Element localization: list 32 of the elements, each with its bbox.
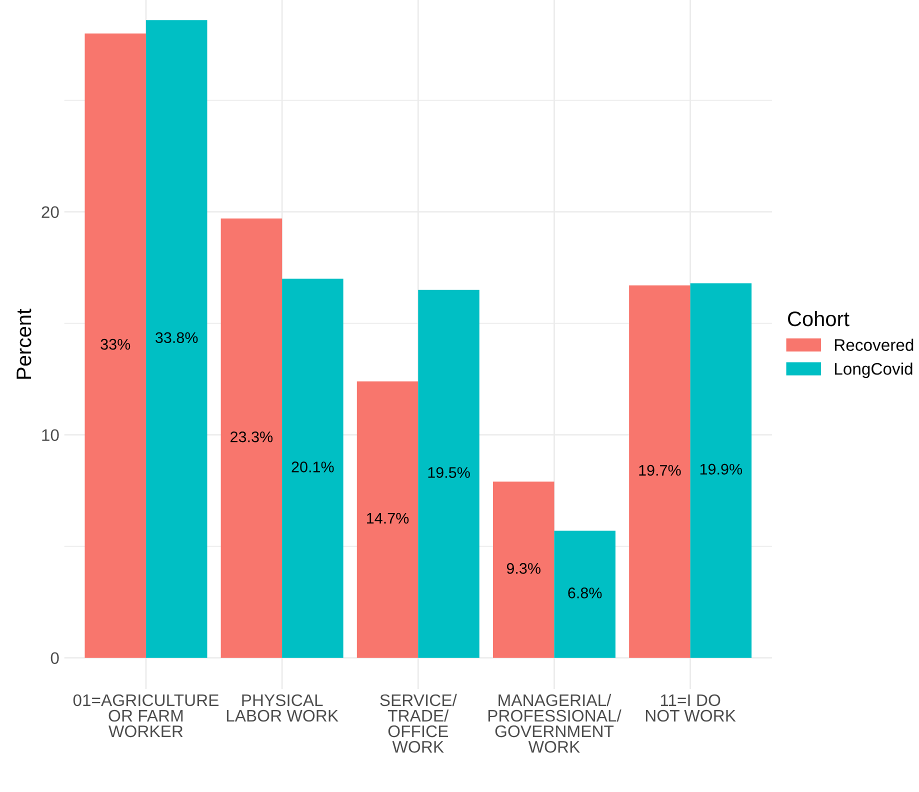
annotation: 19.9% bbox=[700, 464, 742, 475]
annotation: 14.7% bbox=[367, 512, 409, 524]
annotation: 23.3% bbox=[230, 431, 273, 442]
annotation: 6.8% bbox=[568, 588, 602, 598]
annotation: 20.1% bbox=[292, 462, 334, 472]
annotation: 19.5% bbox=[428, 467, 470, 478]
y-axis-title: Percent bbox=[16, 308, 32, 379]
x-tick-label: SERVICE/ TRADE/ OFFICE WORK bbox=[380, 694, 457, 753]
bar bbox=[146, 20, 208, 658]
bar bbox=[282, 278, 344, 658]
y-tick-label: 0 bbox=[50, 652, 59, 664]
legend-title: Cohort bbox=[788, 310, 850, 326]
bar bbox=[629, 285, 690, 658]
bar bbox=[492, 482, 554, 658]
bar bbox=[418, 290, 480, 658]
legend-label: Recovered bbox=[834, 338, 914, 351]
x-tick-label: 11=I DO NOT WORK bbox=[646, 694, 736, 722]
bar bbox=[690, 283, 752, 658]
annotation: 33.8% bbox=[156, 332, 198, 344]
y-tick-label: 10 bbox=[42, 429, 59, 442]
legend-label: LongCovid bbox=[834, 362, 912, 378]
bar bbox=[554, 530, 616, 658]
y-tick-label: 20 bbox=[42, 206, 59, 218]
annotation: 33% bbox=[100, 338, 130, 350]
bar bbox=[356, 381, 418, 658]
x-tick-label: MANAGERIAL/ PROFESSIONAL/ GOVERNMENT WORK bbox=[488, 694, 622, 753]
bar bbox=[84, 33, 146, 658]
x-tick-label: 01=AGRICULTURE OR FARM WORKER bbox=[73, 694, 219, 738]
annotation: 19.7% bbox=[639, 464, 681, 476]
annotation: 9.3% bbox=[506, 563, 540, 574]
bar bbox=[220, 218, 282, 658]
x-tick-label: PHYSICAL LABOR WORK bbox=[226, 694, 338, 722]
